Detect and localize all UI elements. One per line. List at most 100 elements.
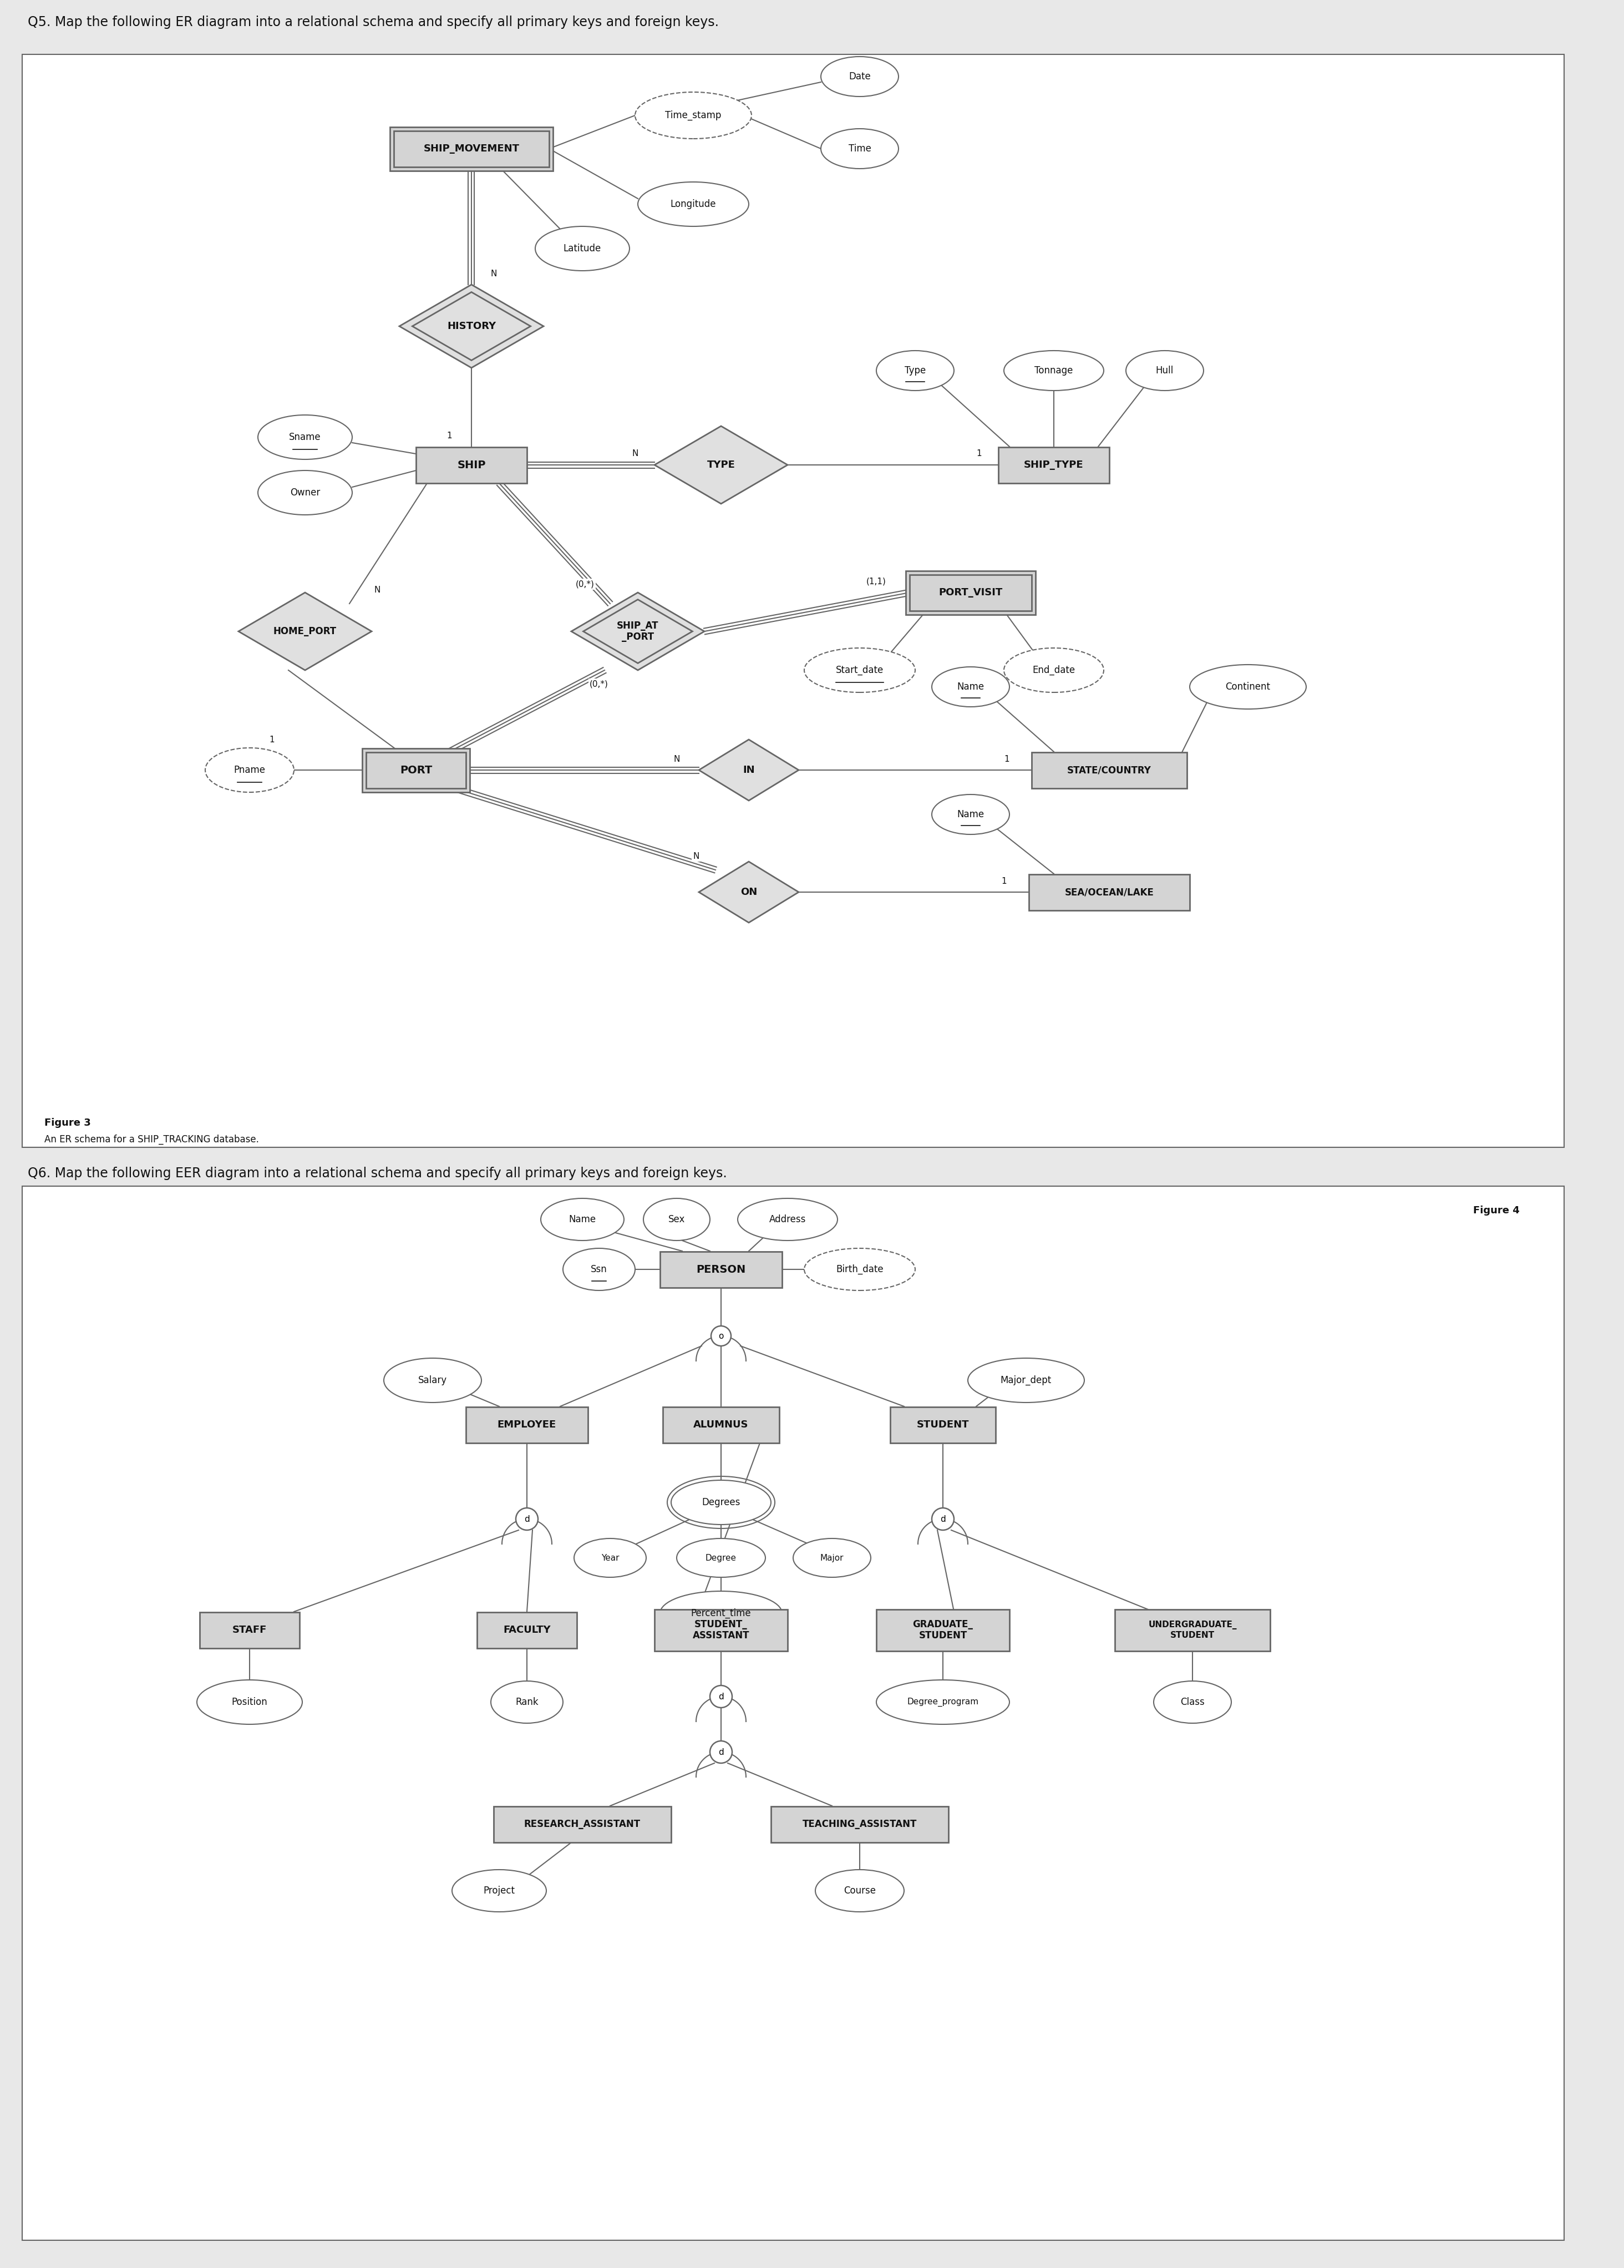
Text: Percent_time: Percent_time — [690, 1608, 752, 1619]
Circle shape — [710, 1742, 732, 1762]
FancyBboxPatch shape — [200, 1613, 299, 1649]
Text: Q6. Map the following EER diagram into a relational schema and specify all prima: Q6. Map the following EER diagram into a… — [28, 1166, 728, 1179]
Ellipse shape — [932, 794, 1010, 835]
Ellipse shape — [536, 227, 630, 270]
FancyBboxPatch shape — [659, 1252, 783, 1288]
Text: 1: 1 — [270, 735, 274, 744]
Text: N: N — [490, 270, 497, 277]
Text: 1: 1 — [1002, 878, 1007, 885]
Text: GRADUATE_
STUDENT: GRADUATE_ STUDENT — [913, 1619, 973, 1640]
Text: STUDENT_
ASSISTANT: STUDENT_ ASSISTANT — [692, 1619, 749, 1640]
Text: Degree_program: Degree_program — [908, 1699, 979, 1706]
Text: STUDENT: STUDENT — [916, 1420, 970, 1429]
Text: End_date: End_date — [1033, 665, 1075, 676]
Text: Type: Type — [905, 365, 926, 376]
Text: Year: Year — [601, 1554, 619, 1563]
Text: N: N — [674, 755, 680, 762]
Polygon shape — [698, 739, 799, 801]
Text: Major: Major — [820, 1554, 844, 1563]
Ellipse shape — [490, 1681, 564, 1724]
Polygon shape — [698, 862, 799, 923]
FancyBboxPatch shape — [1031, 753, 1187, 787]
Text: Address: Address — [770, 1213, 806, 1225]
Ellipse shape — [820, 57, 898, 98]
FancyBboxPatch shape — [890, 1406, 996, 1442]
Ellipse shape — [564, 1247, 635, 1290]
FancyBboxPatch shape — [494, 1805, 671, 1842]
Text: An ER schema for a SHIP_TRACKING database.: An ER schema for a SHIP_TRACKING databas… — [44, 1134, 258, 1145]
Text: Q5. Map the following ER diagram into a relational schema and specify all primar: Q5. Map the following ER diagram into a … — [28, 16, 719, 29]
Circle shape — [516, 1508, 538, 1531]
Text: STATE/COUNTRY: STATE/COUNTRY — [1067, 764, 1151, 776]
Text: HOME_PORT: HOME_PORT — [273, 626, 336, 637]
Ellipse shape — [877, 352, 953, 390]
Ellipse shape — [383, 1359, 481, 1402]
Text: Degree: Degree — [705, 1554, 737, 1563]
Ellipse shape — [877, 1681, 1010, 1724]
Text: FACULTY: FACULTY — [503, 1624, 551, 1635]
Text: TYPE: TYPE — [706, 460, 736, 469]
Text: Course: Course — [843, 1885, 875, 1896]
Ellipse shape — [815, 1869, 905, 1912]
Text: Time_stamp: Time_stamp — [666, 111, 721, 120]
FancyBboxPatch shape — [771, 1805, 948, 1842]
Circle shape — [711, 1327, 731, 1345]
Text: PERSON: PERSON — [697, 1263, 745, 1275]
Text: Position: Position — [232, 1696, 268, 1708]
Text: UNDERGRADUATE_
STUDENT: UNDERGRADUATE_ STUDENT — [1148, 1622, 1237, 1640]
Ellipse shape — [258, 469, 352, 515]
Text: Ssn: Ssn — [591, 1263, 607, 1275]
Text: Salary: Salary — [417, 1374, 447, 1386]
Text: PORT_VISIT: PORT_VISIT — [939, 587, 1002, 596]
Polygon shape — [654, 426, 788, 503]
Text: Name: Name — [957, 683, 984, 692]
Text: HISTORY: HISTORY — [447, 322, 495, 331]
FancyBboxPatch shape — [23, 1186, 1564, 2241]
Text: d: d — [718, 1692, 724, 1701]
FancyBboxPatch shape — [877, 1610, 1010, 1651]
FancyBboxPatch shape — [23, 54, 1564, 1148]
Text: SEA/OCEAN/LAKE: SEA/OCEAN/LAKE — [1065, 887, 1155, 898]
Ellipse shape — [1004, 352, 1104, 390]
Ellipse shape — [804, 649, 916, 692]
Ellipse shape — [1004, 649, 1104, 692]
Text: (0,*): (0,*) — [590, 680, 609, 687]
Text: Tonnage: Tonnage — [1034, 365, 1073, 376]
Text: STAFF: STAFF — [232, 1624, 266, 1635]
Text: Figure 3: Figure 3 — [44, 1118, 91, 1127]
FancyBboxPatch shape — [390, 127, 554, 170]
Ellipse shape — [197, 1681, 302, 1724]
Polygon shape — [400, 284, 544, 367]
Circle shape — [710, 1685, 732, 1708]
Text: Hull: Hull — [1156, 365, 1174, 376]
FancyBboxPatch shape — [362, 748, 469, 792]
Ellipse shape — [258, 415, 352, 460]
Ellipse shape — [804, 1247, 916, 1290]
Text: IN: IN — [742, 764, 755, 776]
Text: Sex: Sex — [667, 1213, 685, 1225]
FancyBboxPatch shape — [477, 1613, 577, 1649]
Text: N: N — [374, 585, 380, 594]
FancyBboxPatch shape — [365, 753, 466, 787]
Text: Figure 4: Figure 4 — [1473, 1207, 1520, 1216]
FancyBboxPatch shape — [466, 1406, 588, 1442]
Text: TEACHING_ASSISTANT: TEACHING_ASSISTANT — [802, 1819, 918, 1830]
Text: Name: Name — [957, 810, 984, 819]
Text: (1,1): (1,1) — [866, 578, 887, 585]
Text: Name: Name — [568, 1213, 596, 1225]
FancyBboxPatch shape — [416, 447, 526, 483]
FancyBboxPatch shape — [393, 132, 549, 168]
Ellipse shape — [932, 667, 1010, 708]
Ellipse shape — [573, 1538, 646, 1576]
Text: ON: ON — [741, 887, 757, 898]
Text: N: N — [632, 449, 638, 458]
FancyBboxPatch shape — [999, 447, 1109, 483]
Text: PORT: PORT — [400, 764, 432, 776]
Text: d: d — [940, 1515, 945, 1524]
Ellipse shape — [793, 1538, 870, 1576]
Text: Rank: Rank — [515, 1696, 539, 1708]
Text: SHIP_MOVEMENT: SHIP_MOVEMENT — [424, 143, 520, 154]
Ellipse shape — [205, 748, 294, 792]
Text: RESEARCH_ASSISTANT: RESEARCH_ASSISTANT — [525, 1819, 640, 1830]
Ellipse shape — [968, 1359, 1085, 1402]
